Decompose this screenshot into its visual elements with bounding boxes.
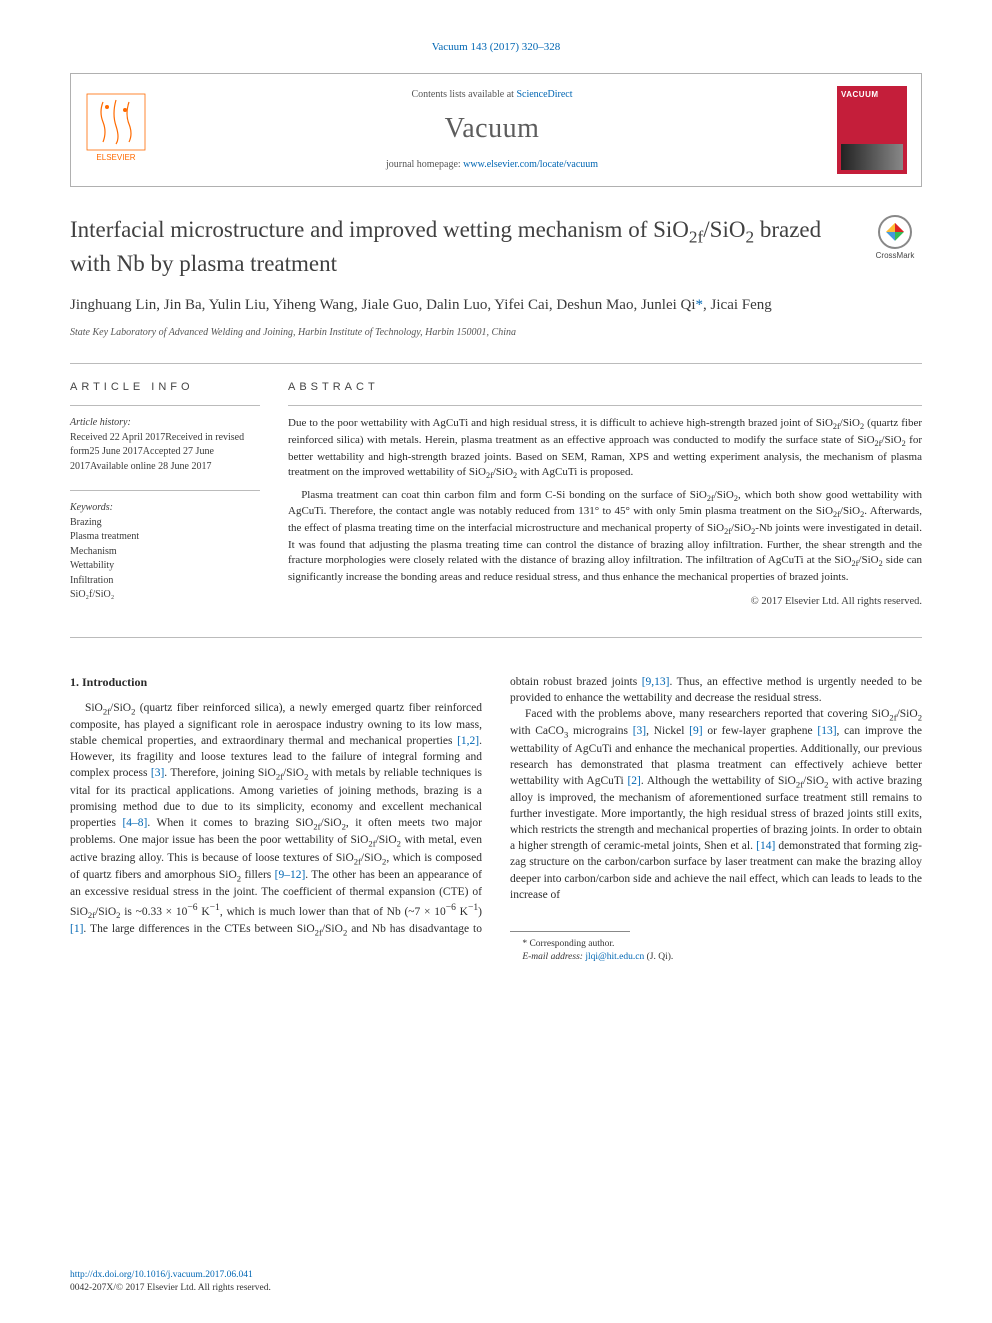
author-list: Jinghuang Lin, Jin Ba, Yulin Liu, Yiheng… xyxy=(70,295,922,316)
keywords-list: BrazingPlasma treatmentMechanismWettabil… xyxy=(70,516,260,603)
citation-link[interactable]: [14] xyxy=(756,840,775,852)
publisher-name: ELSEVIER xyxy=(96,153,135,162)
body-columns: 1. Introduction SiO2f/SiO2 (quartz fiber… xyxy=(70,674,922,965)
cover-title: VACUUM xyxy=(841,90,903,101)
keywords-block: Keywords: BrazingPlasma treatmentMechani… xyxy=(70,501,260,603)
header-center: Contents lists available at ScienceDirec… xyxy=(161,88,823,171)
history-lines-item: Available online 28 June 2017 xyxy=(90,461,211,472)
section-heading: 1. Introduction xyxy=(70,674,482,690)
abstract-p2: Plasma treatment can coat thin carbon fi… xyxy=(288,488,922,586)
article-info-column: ARTICLE INFO Article history: Received 2… xyxy=(70,380,260,618)
footnote-separator xyxy=(510,931,630,932)
journal-header: ELSEVIER Contents lists available at Sci… xyxy=(70,73,922,187)
article-title: Interfacial microstructure and improved … xyxy=(70,215,848,279)
citation-link[interactable]: [4–8] xyxy=(122,817,147,829)
history-label: Article history: xyxy=(70,416,260,430)
keywords-list-item: Plasma treatment xyxy=(70,530,260,545)
abstract-column: ABSTRACT Due to the poor wettability wit… xyxy=(288,380,922,618)
homepage-text: journal homepage: xyxy=(386,159,463,170)
elsevier-logo: ELSEVIER xyxy=(85,92,147,168)
crossmark-badge[interactable]: CrossMark xyxy=(868,215,922,262)
citation-link[interactable]: [2] xyxy=(627,775,640,787)
history-lines: Received 22 April 2017Received in revise… xyxy=(70,431,260,475)
abstract-heading: ABSTRACT xyxy=(288,380,922,395)
contents-text: Contents lists available at xyxy=(411,89,516,100)
citation-link[interactable]: [13] xyxy=(817,725,836,737)
keywords-list-item: Mechanism xyxy=(70,545,260,560)
corr-email-link[interactable]: jlqi@hit.edu.cn xyxy=(585,952,644,962)
page-footer: http://dx.doi.org/10.1016/j.vacuum.2017.… xyxy=(70,1269,922,1295)
article-info-heading: ARTICLE INFO xyxy=(70,380,260,395)
citation-link[interactable]: [3] xyxy=(151,767,164,779)
history-lines-item: 25 June 2017 xyxy=(89,446,142,457)
footnote-corr: * Corresponding author. xyxy=(510,938,922,951)
footnote-email: E-mail address: jlqi@hit.edu.cn (J. Qi). xyxy=(510,951,922,964)
history-lines-item: Received 22 April 2017 xyxy=(70,432,165,443)
citation-link[interactable]: [1] xyxy=(70,923,83,935)
issn-line: 0042-207X/© 2017 Elsevier Ltd. All right… xyxy=(70,1283,271,1293)
email-suffix: (J. Qi). xyxy=(644,952,673,962)
contents-line: Contents lists available at ScienceDirec… xyxy=(161,88,823,102)
citation-link[interactable]: [9] xyxy=(689,725,702,737)
keywords-list-item: Wettability xyxy=(70,559,260,574)
keywords-list-item: SiO₂f/SiO₂ xyxy=(70,588,260,603)
crossmark-icon xyxy=(878,215,912,249)
sciencedirect-link[interactable]: ScienceDirect xyxy=(516,89,572,100)
crossmark-label: CrossMark xyxy=(876,251,915,262)
abstract-p1: Due to the poor wettability with AgCuTi … xyxy=(288,416,922,482)
doi-link[interactable]: http://dx.doi.org/10.1016/j.vacuum.2017.… xyxy=(70,1270,253,1280)
abstract-copyright: © 2017 Elsevier Ltd. All rights reserved… xyxy=(288,595,922,609)
cover-image xyxy=(841,144,903,170)
homepage-link[interactable]: www.elsevier.com/locate/vacuum xyxy=(463,159,598,170)
citation-link[interactable]: [1,2] xyxy=(457,735,479,747)
keywords-label: Keywords: xyxy=(70,501,260,515)
homepage-line: journal homepage: www.elsevier.com/locat… xyxy=(161,158,823,172)
citation-link[interactable]: [9–12] xyxy=(275,869,306,881)
citation-link[interactable]: [9,13] xyxy=(642,676,670,688)
citation-bar: Vacuum 143 (2017) 320–328 xyxy=(70,40,922,55)
affiliation: State Key Laboratory of Advanced Welding… xyxy=(70,326,922,340)
journal-name: Vacuum xyxy=(161,110,823,148)
citation-link[interactable]: [3] xyxy=(633,725,646,737)
body-p2: Faced with the problems above, many rese… xyxy=(510,706,922,903)
article-history: Article history: Received 22 April 2017R… xyxy=(70,416,260,474)
journal-cover: VACUUM xyxy=(837,86,907,174)
email-label: E-mail address: xyxy=(522,952,585,962)
keywords-list-item: Brazing xyxy=(70,516,260,531)
keywords-list-item: Infiltration xyxy=(70,574,260,589)
